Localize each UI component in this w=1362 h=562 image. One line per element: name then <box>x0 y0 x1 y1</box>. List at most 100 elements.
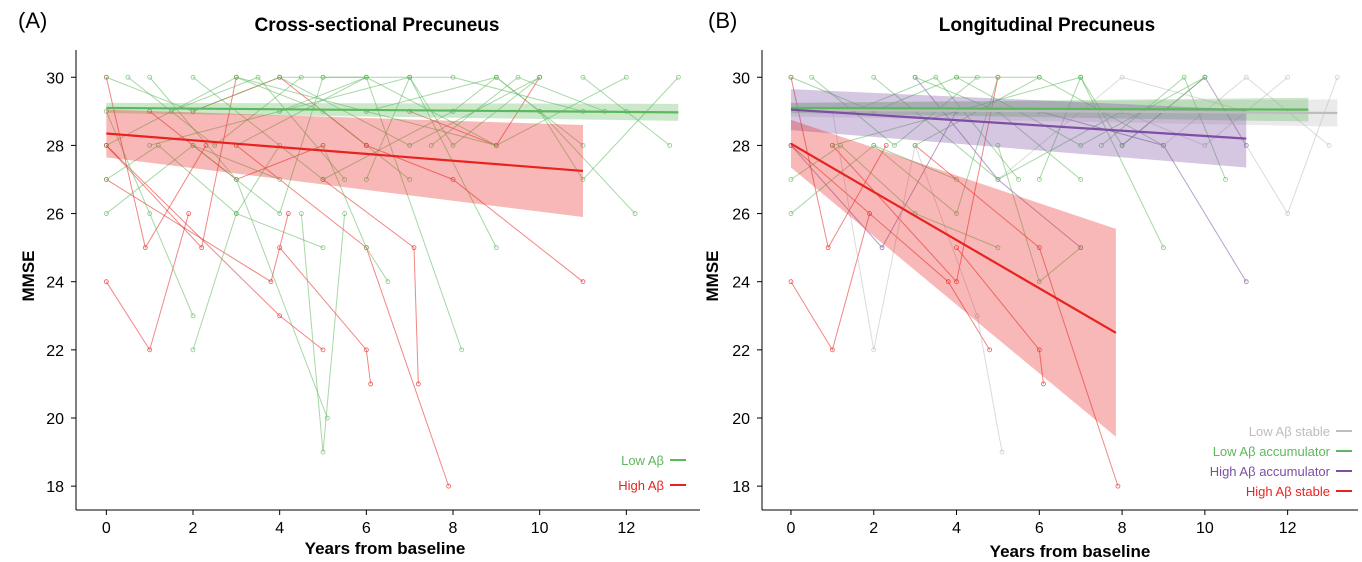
subject-line <box>811 76 978 147</box>
subject-line <box>236 145 450 487</box>
subject-line <box>852 76 1019 180</box>
subject-point <box>1334 74 1340 80</box>
panel-a-x-axis-label: Years from baseline <box>305 539 466 558</box>
subject-point <box>995 177 1001 182</box>
subject-point <box>829 143 835 148</box>
subject-line <box>409 76 540 147</box>
subject-point <box>428 143 434 148</box>
fitted-trend-line <box>790 108 1338 115</box>
y-tick-label: 26 <box>732 207 750 224</box>
subject-point <box>788 211 794 216</box>
confidence-band <box>790 119 1116 437</box>
subject-line <box>322 179 419 384</box>
subject-point <box>277 177 283 182</box>
subject-line <box>914 145 1003 453</box>
fitted-trend-line <box>790 142 1117 334</box>
subject-line <box>106 179 289 283</box>
subject-point <box>103 279 109 285</box>
subject-line <box>790 213 871 352</box>
confidence-band <box>790 99 1338 127</box>
subject-point <box>103 74 109 80</box>
y-tick-label: 18 <box>46 479 64 496</box>
subject-line <box>106 144 324 249</box>
subject-point <box>407 143 413 148</box>
subject-line <box>105 111 194 316</box>
y-tick-label: 24 <box>46 275 64 292</box>
fitted-trend-line <box>790 108 1247 140</box>
panel-b: (B) Longitudinal Precuneus Years from ba… <box>703 8 1358 561</box>
x-tick-label: 4 <box>275 520 284 537</box>
subject-point <box>580 74 586 80</box>
y-tick-label: 20 <box>46 411 64 428</box>
subject-line <box>105 213 190 352</box>
subject-trajectories <box>788 74 1340 489</box>
subject-point <box>809 74 815 80</box>
subject-point <box>829 347 835 353</box>
confidence-band <box>106 102 679 121</box>
subject-line <box>192 76 454 181</box>
subject-line <box>1080 76 1206 147</box>
subject-point <box>788 74 794 80</box>
panel-a-y-axis-label: MMSE <box>19 251 38 302</box>
legend-entry-label: High Aβ <box>618 478 664 493</box>
subject-line <box>105 77 237 249</box>
panel-b-label: (B) <box>708 8 737 33</box>
subject-point <box>342 177 348 182</box>
subject-line <box>322 145 389 282</box>
subject-line <box>956 247 1044 384</box>
subject-point <box>320 143 326 148</box>
subject-point <box>233 211 239 216</box>
subject-point <box>954 279 959 285</box>
subject-point <box>320 177 326 182</box>
subject-point <box>1285 74 1291 80</box>
subject-point <box>186 211 192 216</box>
subject-point <box>363 347 369 353</box>
y-tick-label: 26 <box>46 207 64 224</box>
subject-point <box>1243 143 1249 148</box>
panel-a-label: (A) <box>18 8 47 33</box>
subject-line <box>431 76 605 146</box>
subject-point <box>1202 143 1208 148</box>
legend-entry-label: High Aβ accumulator <box>1210 464 1331 479</box>
y-tick-label: 30 <box>732 70 750 87</box>
subject-line <box>997 145 1082 283</box>
fitted-trend-line <box>106 106 679 114</box>
fitted-trend-line <box>790 106 1309 111</box>
subject-line <box>1163 76 1330 146</box>
subject-point <box>1119 143 1125 148</box>
subject-point <box>368 381 374 387</box>
subject-point <box>867 211 873 216</box>
subject-line <box>790 77 887 250</box>
subject-point <box>147 143 153 148</box>
subject-point <box>995 74 1001 80</box>
subject-point <box>1098 143 1104 148</box>
subject-point <box>1161 245 1166 251</box>
subject-point <box>1016 177 1022 182</box>
subject-line <box>127 76 302 147</box>
subject-point <box>277 74 283 80</box>
subject-point <box>1036 177 1042 182</box>
panel-b-y-axis-label: MMSE <box>703 251 722 302</box>
legend-entry-label: Low Aβ accumulator <box>1213 444 1331 459</box>
x-tick-label: 0 <box>102 520 111 537</box>
subject-point <box>632 211 638 216</box>
legend-entry-label: High Aβ stable <box>1246 484 1330 499</box>
subject-point <box>1119 74 1125 80</box>
subject-point <box>871 143 877 148</box>
subject-point <box>1036 245 1042 251</box>
subject-point <box>199 245 205 251</box>
subject-point <box>298 74 304 80</box>
confidence-band <box>106 109 583 217</box>
subject-line <box>1204 76 1338 215</box>
subject-point <box>1223 177 1228 182</box>
x-tick-label: 8 <box>1118 520 1127 537</box>
subject-point <box>675 74 681 80</box>
subject-point <box>320 347 326 353</box>
subject-point <box>233 74 239 80</box>
subject-point <box>415 381 421 387</box>
subject-line <box>790 144 999 249</box>
legend-entry-label: Low Aβ stable <box>1249 424 1330 439</box>
subject-point <box>933 74 939 80</box>
subject-point <box>342 211 348 216</box>
